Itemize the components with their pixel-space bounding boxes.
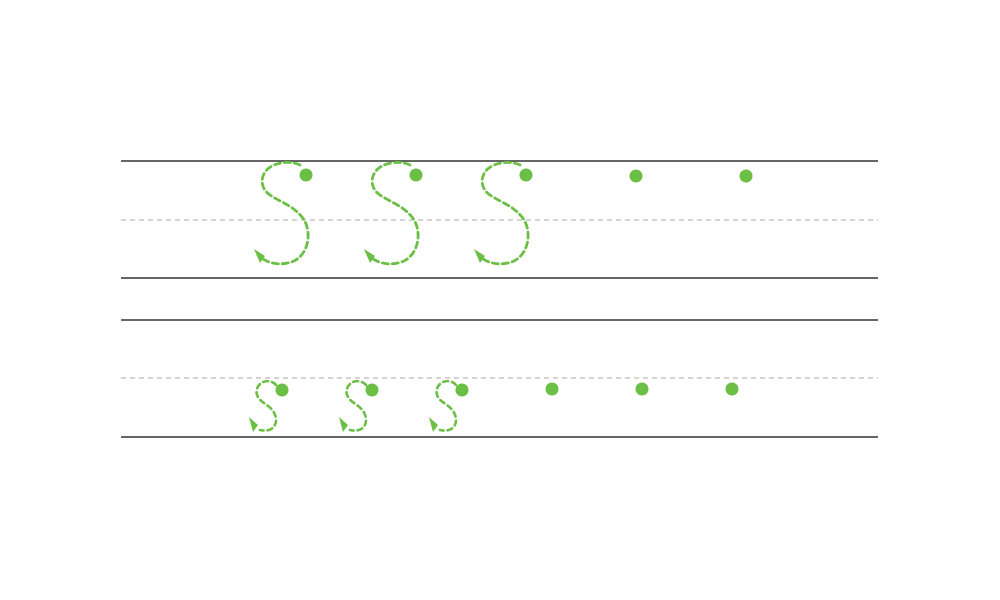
start-dot: [299, 168, 313, 182]
traced-letter-s: [339, 379, 379, 432]
start-dot: [519, 168, 533, 182]
lowercase-start-dots: [545, 382, 739, 396]
start-dot: [455, 383, 469, 397]
lowercase-row: [121, 319, 878, 438]
dashed-stroke: [366, 160, 420, 266]
traced-letter-S: [364, 160, 423, 266]
dashed-stroke: [435, 379, 458, 432]
direction-arrow-icon: [364, 249, 375, 263]
dashed-stroke: [256, 160, 310, 266]
start-dot: [365, 383, 379, 397]
direction-arrow-icon: [254, 249, 265, 263]
start-dot: [409, 168, 423, 182]
traced-letter-s: [249, 379, 289, 432]
dashed-stroke: [476, 160, 530, 266]
direction-arrow-icon: [339, 417, 348, 432]
lowercase-traced-letters: [249, 379, 469, 432]
start-dot: [545, 382, 559, 396]
traced-letter-S: [474, 160, 533, 266]
direction-arrow-icon: [429, 417, 438, 432]
start-dot: [629, 169, 643, 183]
uppercase-row: [121, 160, 878, 279]
start-dot: [635, 382, 649, 396]
uppercase-traced-letters: [254, 160, 533, 266]
start-dot: [739, 169, 753, 183]
dashed-stroke: [345, 379, 368, 432]
traced-letter-s: [429, 379, 469, 432]
uppercase-start-dots: [629, 169, 753, 183]
start-dot: [275, 383, 289, 397]
dashed-stroke: [255, 379, 278, 432]
direction-arrow-icon: [249, 417, 258, 432]
direction-arrow-icon: [474, 249, 485, 263]
start-dot: [725, 382, 739, 396]
traced-letter-S: [254, 160, 313, 266]
